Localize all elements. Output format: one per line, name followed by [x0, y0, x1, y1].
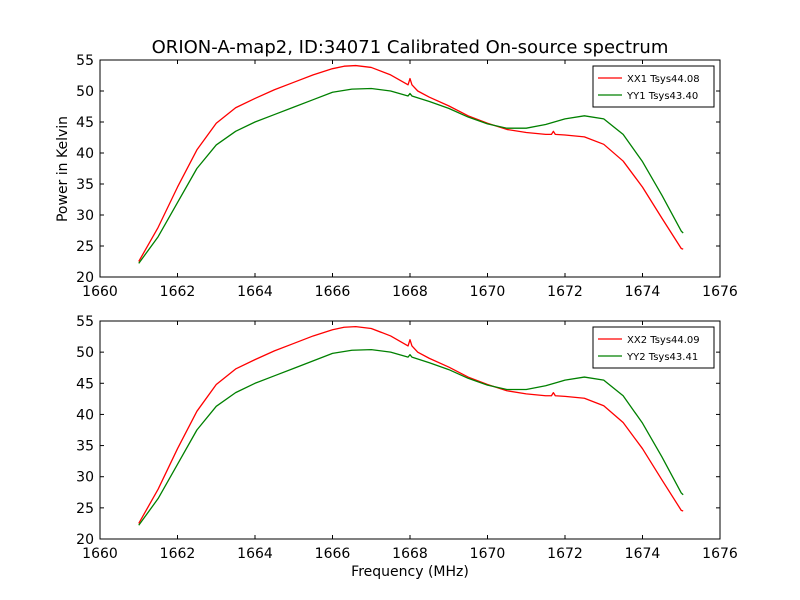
bottom-y-tick-label: 35: [76, 439, 94, 455]
bottom-y-tick-label: 25: [76, 501, 94, 517]
top-y-tick-label: 45: [76, 115, 94, 131]
top-legend-label-2: YY1 Tsys43.40: [626, 91, 698, 102]
bottom-y-tick-label: 55: [76, 314, 94, 330]
bottom-y-tick-label: 50: [76, 345, 94, 361]
top-panel: 1660 1662 1664 1666 1668 1670 1672 1674 1676 20 25…: [76, 53, 738, 300]
top-y-tick-label: 55: [76, 53, 94, 69]
top-y-tick-label: 35: [76, 177, 94, 193]
top-x-tick-label: 1668: [392, 284, 428, 300]
top-x-tick-label: 1674: [625, 284, 661, 300]
bottom-legend-label-2: YY2 Tsys43.41: [626, 352, 698, 363]
bottom-x-tick-label: 1668: [392, 546, 428, 562]
bottom-legend-label-1: XX2 Tsys44.09: [627, 335, 700, 346]
bottom-x-tick-label: 1666: [315, 546, 351, 562]
bottom-x-tick-label: 1664: [237, 546, 273, 562]
top-x-tick-label: 1664: [237, 284, 273, 300]
bottom-x-tick-label: 1676: [702, 546, 738, 562]
top-x-tick-label: 1660: [82, 284, 118, 300]
bottom-series-line-2: [138, 349, 684, 526]
top-y-tick-label: 20: [76, 270, 94, 286]
bottom-x-tick-label: 1662: [160, 546, 196, 562]
top-y-tick-label: 40: [76, 146, 94, 162]
y-axis-label: Power in Kelvin: [55, 116, 71, 222]
top-x-tick-label: 1662: [160, 284, 196, 300]
top-y-tick-label: 25: [76, 239, 94, 255]
x-axis-label: Frequency (MHz): [351, 564, 469, 580]
bottom-x-tick-label: 1660: [82, 546, 118, 562]
bottom-x-tick-label: 1672: [547, 546, 583, 562]
bottom-y-tick-label: 30: [76, 470, 94, 486]
bottom-x-tick-label: 1670: [470, 546, 506, 562]
top-y-tick-label: 50: [76, 84, 94, 100]
bottom-legend-box: [592, 326, 715, 369]
bottom-y-tick-label: 45: [76, 376, 94, 392]
top-x-tick-label: 1676: [702, 284, 738, 300]
top-x-tick-label: 1666: [315, 284, 351, 300]
top-x-tick-label: 1672: [547, 284, 583, 300]
bottom-panel: 1660 1662 1664 1666 1668 1670 1672 1674 1676 20 25…: [76, 314, 738, 562]
top-y-tick-label: 30: [76, 208, 94, 224]
top-series-line-2: [138, 87, 684, 264]
top-legend-label-1: XX1 Tsys44.08: [627, 74, 700, 85]
top-series-line-1: [138, 64, 684, 262]
bottom-y-tick-label: 20: [76, 532, 94, 548]
bottom-x-tick-label: 1674: [625, 546, 661, 562]
bottom-y-tick-label: 40: [76, 407, 94, 423]
top-x-tick-label: 1670: [470, 284, 506, 300]
bottom-series-line-1: [138, 325, 684, 524]
top-legend-box: [592, 65, 715, 108]
chart-title: ORION-A-map2, ID:34071 Calibrated On-sou…: [152, 37, 669, 58]
